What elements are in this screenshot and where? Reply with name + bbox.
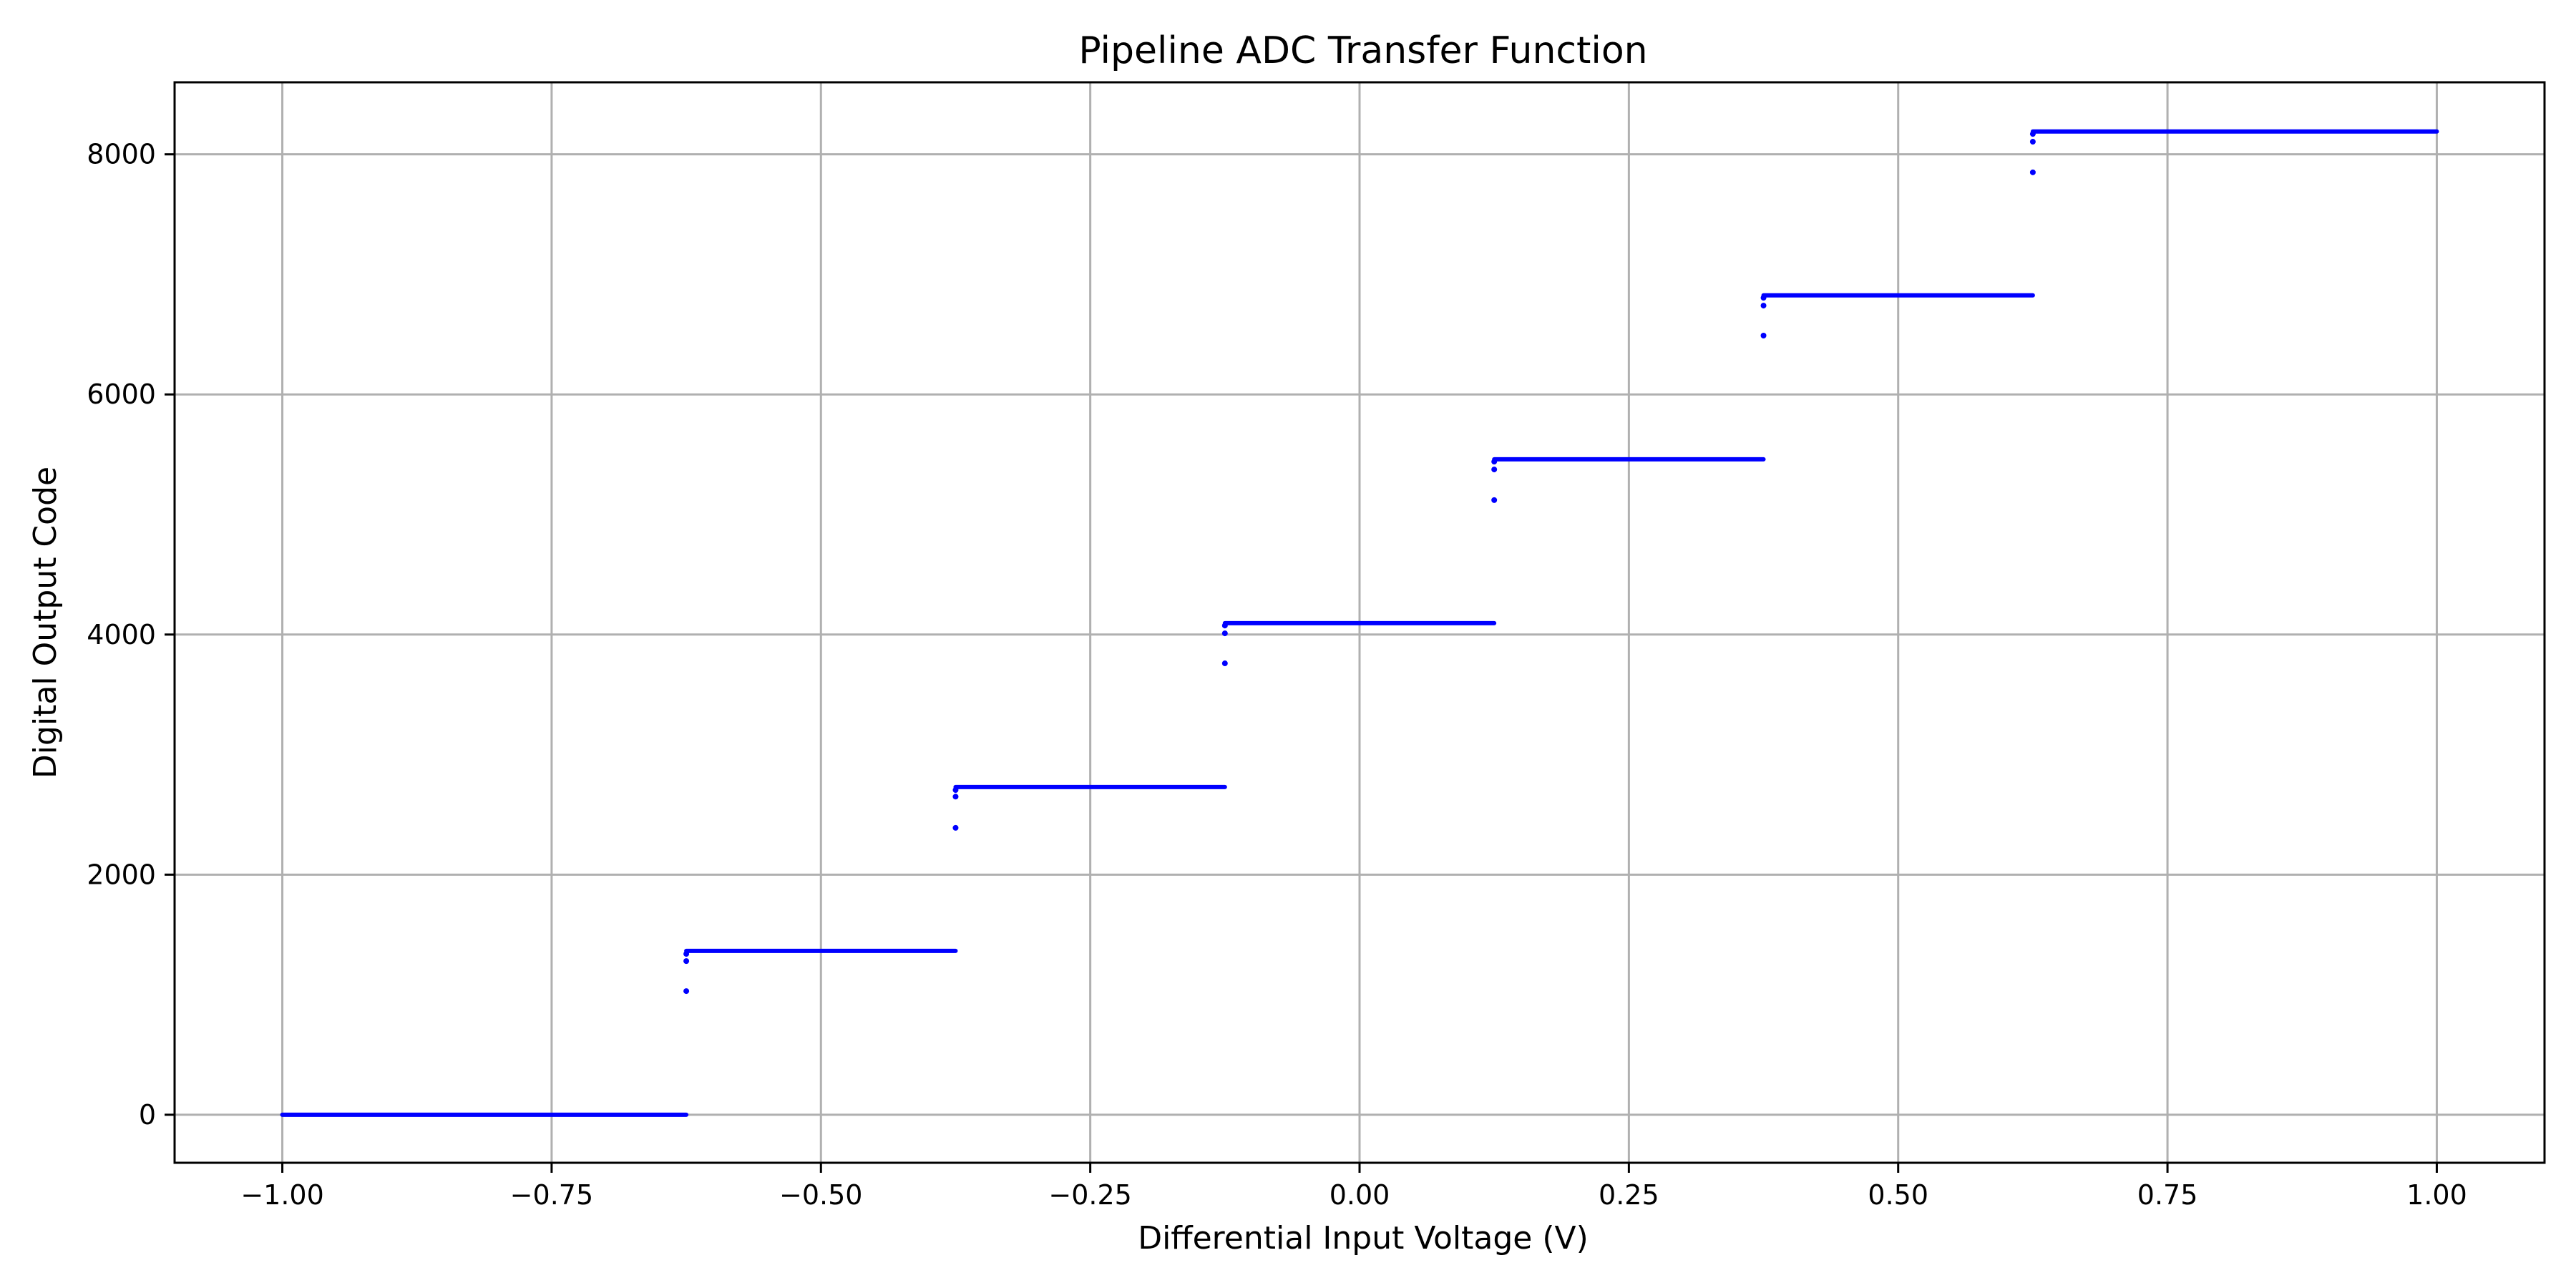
data-point (1221, 623, 1228, 629)
data-point (1760, 303, 1767, 309)
data-point (952, 787, 959, 794)
data-series (280, 129, 2439, 1117)
y-tick-label: 6000 (87, 379, 156, 410)
data-point (1760, 333, 1767, 339)
data-point (952, 824, 959, 831)
data-point (1221, 660, 1228, 667)
x-tick-label: 1.00 (2406, 1179, 2467, 1211)
x-tick-label: −0.25 (1048, 1179, 1131, 1211)
x-tick-label: −0.75 (510, 1179, 593, 1211)
x-tick-label: −0.50 (779, 1179, 862, 1211)
data-point (1491, 497, 1498, 503)
x-tick-label: −1.00 (240, 1179, 323, 1211)
x-tick-label: 0.00 (1330, 1179, 1390, 1211)
ticks: −1.00 −0.75 −0.50 −0.25 0.00 0.25 0.50 0.75 1.00… (87, 139, 2467, 1211)
y-tick-label: 2000 (87, 859, 156, 890)
y-tick-label: 4000 (87, 619, 156, 650)
data-point (2029, 131, 2036, 137)
data-point (2029, 169, 2036, 175)
data-point (2029, 139, 2036, 145)
x-tick-label: 0.25 (1599, 1179, 1659, 1211)
grid (175, 82, 2545, 1163)
x-tick-label: 0.50 (1868, 1179, 1928, 1211)
chart-title: Pipeline ADC Transfer Function (1078, 29, 1647, 72)
x-tick-label: 0.75 (2137, 1179, 2198, 1211)
data-point (683, 951, 690, 957)
data-point (952, 794, 959, 800)
x-axis-label: Differential Input Voltage (V) (1138, 1220, 1589, 1257)
y-axis-label: Digital Output Code (27, 467, 64, 779)
data-point (683, 958, 690, 965)
data-point (1491, 459, 1498, 465)
y-tick-label: 8000 (87, 139, 156, 170)
data-point (1760, 295, 1767, 301)
data-point (683, 988, 690, 995)
data-point (1221, 630, 1228, 637)
data-point (1491, 467, 1498, 473)
y-tick-label: 0 (139, 1099, 156, 1131)
